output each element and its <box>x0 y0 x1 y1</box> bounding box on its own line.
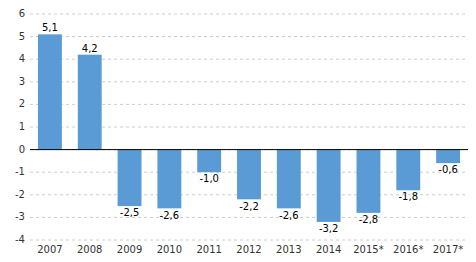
bar <box>317 150 341 222</box>
y-tick-label: -2 <box>15 189 25 200</box>
y-tick-label: 0 <box>19 144 25 155</box>
y-tick-label: 5 <box>19 31 25 42</box>
data-label: -0,6 <box>438 164 458 175</box>
bar <box>436 150 460 164</box>
data-label: -2,8 <box>359 214 379 225</box>
zero-axis <box>30 149 468 150</box>
chart: -4 -3 -2 -1 0 1 2 3 4 5 6 5,1 4,2 -2,5 -2,6 -1,0 -2,2 -2,… <box>0 0 476 262</box>
data-label: -1,8 <box>399 191 419 202</box>
y-tick-label: 3 <box>19 76 25 87</box>
grid-line <box>30 14 468 15</box>
x-tick-label: 2011 <box>196 244 221 255</box>
x-tick-label: 2013 <box>276 244 301 255</box>
y-tick-label: -3 <box>15 211 25 222</box>
y-ticks: -4 -3 -2 -1 0 1 2 3 4 5 6 <box>15 8 25 245</box>
bar <box>357 150 381 213</box>
data-label: 4,2 <box>82 43 98 54</box>
bar <box>277 150 301 209</box>
bar <box>197 150 221 173</box>
bar <box>237 150 261 200</box>
x-tick-label: 2010 <box>157 244 182 255</box>
data-label: -2,2 <box>239 201 259 212</box>
x-tick-label: 2012 <box>236 244 261 255</box>
data-label: -2,6 <box>279 210 299 221</box>
x-tick-label: 2015* <box>353 244 383 255</box>
x-tick-label: 2008 <box>77 244 102 255</box>
grid-line <box>30 240 468 241</box>
data-labels: 5,1 4,2 -2,5 -2,6 -1,0 -2,2 -2,6 -3,2 -2,8 -1,8 -0… <box>42 22 458 234</box>
data-label: -3,2 <box>319 223 339 234</box>
x-ticks: 2007 2008 2009 2010 2011 2012 2013 2014 2015* 201… <box>37 244 463 255</box>
grid-line <box>30 149 468 150</box>
y-tick-label: 2 <box>19 98 25 109</box>
chart-container: -4 -3 -2 -1 0 1 2 3 4 5 6 5,1 4,2 -2,5 -2,6 -1,0 -2,2 -2,… <box>0 0 476 262</box>
data-label: -2,5 <box>120 207 140 218</box>
bar <box>396 150 420 191</box>
grid-line <box>30 36 468 37</box>
x-tick-label: 2016* <box>393 244 423 255</box>
bar <box>38 34 62 149</box>
data-label: -1,0 <box>199 173 219 184</box>
x-tick-label: 2017* <box>433 244 463 255</box>
bars <box>38 34 460 222</box>
data-label: 5,1 <box>42 22 58 33</box>
grid-line <box>30 217 468 218</box>
y-tick-label: 1 <box>19 121 25 132</box>
data-label: -2,6 <box>160 210 180 221</box>
bar <box>118 150 142 207</box>
bar <box>78 55 102 150</box>
bar <box>157 150 181 209</box>
y-tick-label: 6 <box>19 8 25 19</box>
y-tick-label: -1 <box>15 166 25 177</box>
x-tick-label: 2014 <box>316 244 341 255</box>
y-tick-label: -4 <box>15 234 25 245</box>
x-tick-label: 2009 <box>117 244 142 255</box>
grid <box>30 14 468 240</box>
x-tick-label: 2007 <box>37 244 62 255</box>
y-tick-label: 4 <box>19 53 25 64</box>
